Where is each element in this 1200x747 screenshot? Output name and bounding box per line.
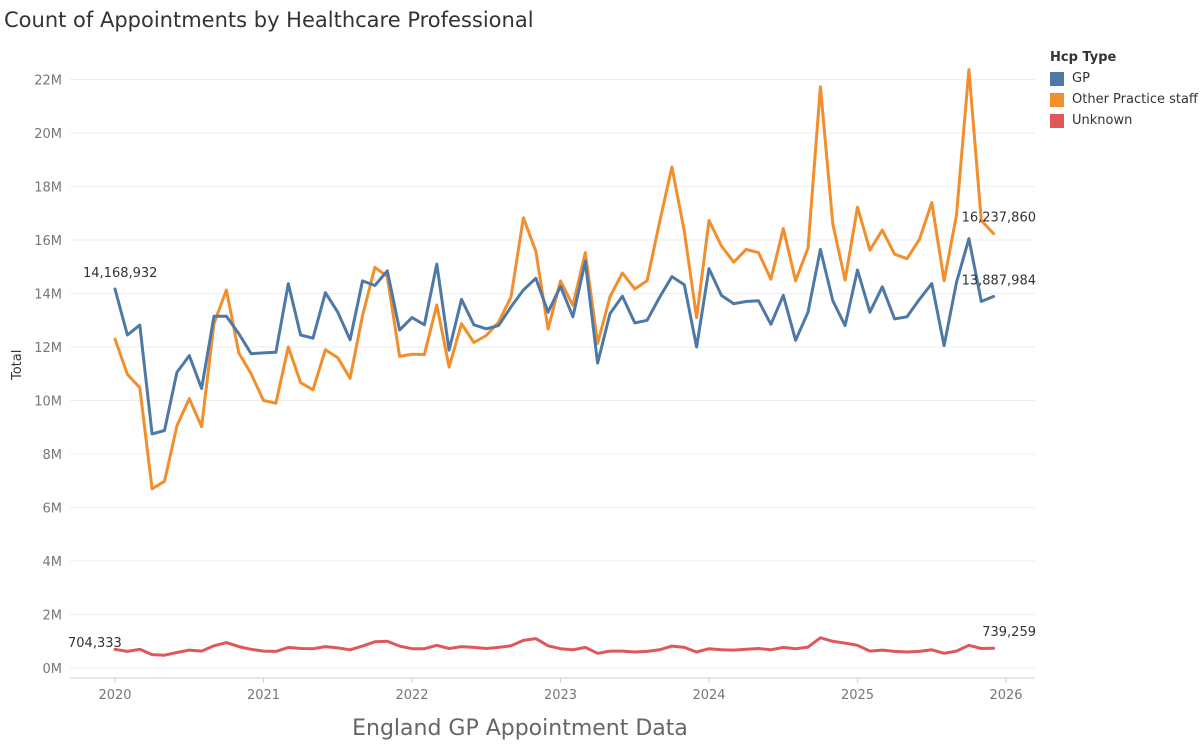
data-label-unknown-first: 704,333 — [68, 636, 122, 651]
x-tick-2023: 2023 — [544, 688, 577, 703]
series-line-other-practice-staff — [113, 68, 996, 491]
y-tick-6M: 6M — [43, 502, 63, 517]
data-label-other-practice-staff-last: 16,237,860 — [962, 211, 1036, 226]
legend-item-unknown[interactable]: Unknown — [1050, 110, 1198, 131]
series-lines — [113, 68, 996, 657]
series-line-gp — [113, 237, 996, 436]
line-chart: 0M 2M 4M 6M 8M 10M 12M 14M 16M 18M 20M 22M 2020 2021 2… — [34, 68, 1036, 703]
chart-title: Count of Appointments by Healthcare Prof… — [4, 8, 534, 32]
y-tick-2M: 2M — [43, 609, 63, 624]
data-label-gp-last: 13,887,984 — [962, 273, 1036, 288]
legend-label-gp: GP — [1072, 71, 1090, 86]
data-label-unknown-last: 739,259 — [982, 625, 1036, 640]
y-tick-10M: 10M — [34, 395, 62, 410]
y-tick-14M: 14M — [34, 288, 62, 303]
x-tick-2020: 2020 — [98, 688, 131, 703]
x-tick-2022: 2022 — [395, 688, 428, 703]
x-tick-2021: 2021 — [247, 688, 280, 703]
legend-title: Hcp Type — [1050, 50, 1117, 65]
legend: Hcp Type GP Other Practice staff Unknown — [1050, 50, 1198, 131]
legend-label-other-practice-staff: Other Practice staff — [1072, 92, 1198, 107]
x-tick-2026: 2026 — [989, 688, 1022, 703]
data-label-gp-first: 14,168,932 — [83, 266, 157, 281]
y-tick-16M: 16M — [34, 234, 62, 249]
legend-swatch-other-practice-staff — [1050, 92, 1064, 107]
legend-swatch-gp — [1050, 71, 1064, 86]
y-tick-20M: 20M — [34, 127, 62, 142]
legend-swatch-unknown — [1050, 113, 1064, 128]
legend-label-unknown: Unknown — [1072, 113, 1133, 128]
x-tick-2025: 2025 — [841, 688, 874, 703]
gridlines — [70, 79, 1035, 669]
x-tick-2024: 2024 — [692, 688, 725, 703]
legend-item-other-practice-staff[interactable]: Other Practice staff — [1050, 89, 1198, 110]
legend-item-gp[interactable]: GP — [1050, 68, 1198, 89]
y-tick-12M: 12M — [34, 341, 62, 356]
axes: 0M 2M 4M 6M 8M 10M 12M 14M 16M 18M 20M 22M 2020 2021 2… — [34, 74, 1035, 703]
chart-caption: England GP Appointment Data — [352, 716, 688, 741]
data-labels: 14,168,932 13,887,984 16,237,860 704,333 739… — [68, 211, 1036, 651]
y-tick-4M: 4M — [43, 555, 63, 570]
series-line-unknown — [113, 636, 996, 657]
y-axis-label: Total — [10, 349, 25, 380]
y-tick-0M: 0M — [43, 662, 63, 677]
y-tick-8M: 8M — [43, 448, 63, 463]
y-tick-22M: 22M — [34, 74, 62, 89]
y-tick-18M: 18M — [34, 181, 62, 196]
